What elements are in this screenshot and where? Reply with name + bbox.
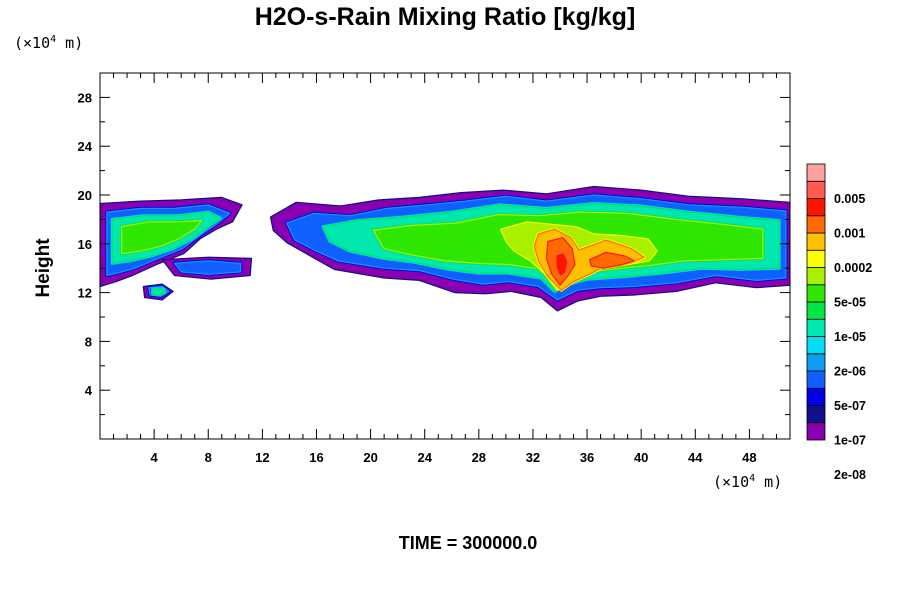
x-axis-unit: (×104 m) (713, 473, 782, 491)
x-tick-label: 36 (580, 450, 594, 465)
y-tick-label: 16 (78, 237, 92, 252)
y-axis-label: Height (33, 238, 54, 298)
x-tick-label: 4 (151, 450, 159, 465)
colorbar-swatch (806, 267, 826, 286)
contour-region-11 (120, 220, 203, 255)
x-tick-label: 40 (634, 450, 648, 465)
colorbar-swatch (806, 249, 826, 268)
y-unit-exp: 4 (50, 34, 56, 45)
colorbar-swatch (806, 163, 826, 182)
y-tick-label: 20 (78, 188, 92, 203)
contour-region-7 (173, 260, 242, 275)
heatmap-field (100, 185, 790, 312)
colorbar-swatch (806, 336, 826, 355)
y-tick-label: 12 (78, 286, 92, 301)
colorbar-swatch (806, 284, 826, 303)
colorbar-swatch (806, 370, 826, 389)
y-tick-label: 8 (85, 334, 92, 349)
colorbar-label: 1e-05 (834, 330, 866, 344)
x-tick-label: 12 (255, 450, 269, 465)
x-tick-label: 48 (742, 450, 756, 465)
colorbar-swatch (806, 318, 826, 337)
x-unit-suffix: m) (755, 473, 782, 491)
x-axis-ticks: 4 8 12 16 20 24 28 32 36 40 44 48 (113, 73, 777, 465)
colorbar-swatch (806, 422, 826, 441)
x-unit-exp: 4 (749, 473, 755, 484)
y-tick-label: 4 (85, 383, 93, 398)
y-tick-label: 28 (78, 90, 92, 105)
colorbar-label: 0.005 (834, 192, 865, 206)
x-tick-label: 32 (526, 450, 540, 465)
x-tick-label: 20 (363, 450, 377, 465)
colorbar-swatch (806, 215, 826, 234)
contour-region-17 (555, 251, 569, 278)
x-tick-label: 44 (688, 450, 703, 465)
colorbar-swatch (806, 405, 826, 424)
colorbar-label: 5e-05 (834, 296, 866, 310)
colorbar-swatch (806, 180, 826, 199)
y-axis-unit: (×104 m) (14, 34, 83, 52)
colorbar-swatch (806, 198, 826, 217)
colorbar-swatch (806, 353, 826, 372)
x-tick-label: 24 (417, 450, 432, 465)
y-axis-ticks: 4 8 12 16 20 24 28 (78, 90, 790, 416)
time-label: TIME = 300000.0 (399, 533, 538, 553)
x-unit-prefix: (×10 (713, 473, 749, 491)
contour-region-10 (152, 288, 166, 296)
colorbar-swatch (806, 387, 826, 406)
colorbar-label: 0.001 (834, 227, 865, 241)
x-tick-label: 28 (472, 450, 486, 465)
colorbar-swatch (806, 301, 826, 320)
colorbar-swatch (806, 232, 826, 251)
plot-frame (99, 72, 791, 440)
chart-title: H2O-s-Rain Mixing Ratio [kg/kg] (255, 3, 636, 31)
colorbar-label: 5e-07 (834, 399, 866, 413)
colorbar-label: 2e-06 (834, 365, 866, 379)
y-unit-suffix: m) (56, 34, 83, 52)
colorbar-label: 1e-07 (834, 434, 866, 448)
x-tick-label: 8 (205, 450, 212, 465)
colorbar-label: 2e-08 (834, 468, 866, 482)
y-tick-label: 24 (78, 139, 93, 154)
x-tick-label: 16 (309, 450, 323, 465)
colorbar-label: 0.0002 (834, 261, 872, 275)
colorbar: 0.005 0.001 0.0002 5e-05 1e-05 2e-06 5e-07 1e-0… (806, 163, 872, 482)
contour-region-16 (589, 251, 636, 269)
y-unit-prefix: (×10 (14, 34, 50, 52)
